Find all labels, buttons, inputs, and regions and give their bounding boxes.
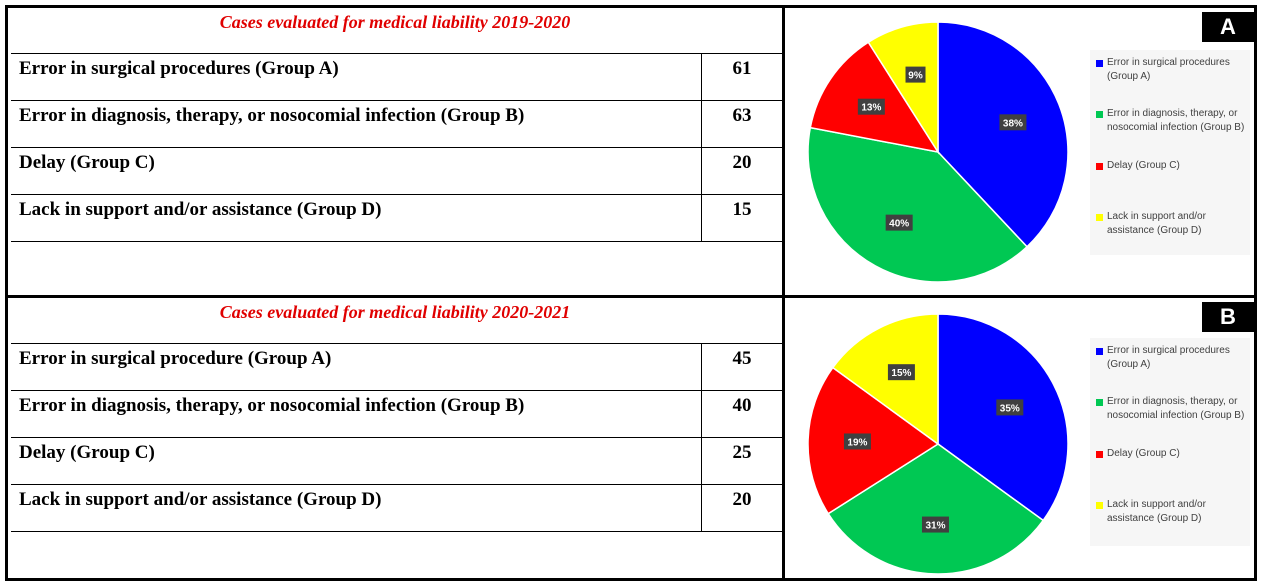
data-label: 13% xyxy=(861,103,881,114)
legend-label: Lack in support and/or assistance (Group… xyxy=(1107,499,1206,524)
legend-label: Error in surgical procedures (Group A) xyxy=(1107,57,1230,82)
data-label: 38% xyxy=(1003,118,1023,129)
pie-slice xyxy=(807,126,1029,283)
row-label: Error in diagnosis, therapy, or nosocomi… xyxy=(19,395,525,416)
data-label-box xyxy=(885,214,913,231)
pie-chart-a: 38% 40% 13% 9% xyxy=(807,21,1069,283)
data-label: 31% xyxy=(925,521,945,532)
row-value: 40 xyxy=(732,395,752,416)
legend-label: Delay (Group C) xyxy=(1107,448,1180,459)
data-label-box xyxy=(996,399,1024,416)
data-label: 19% xyxy=(847,437,867,448)
row-value: 20 xyxy=(732,152,752,173)
pie-slice xyxy=(827,443,1045,575)
legend-label: Lack in support and/or assistance (Group… xyxy=(1107,211,1206,236)
legend-swatch xyxy=(1096,502,1103,509)
cell-divider xyxy=(701,438,702,484)
cell-divider xyxy=(701,195,702,241)
row-value: 20 xyxy=(732,489,752,510)
row-value: 45 xyxy=(732,348,752,369)
legend-swatch xyxy=(1096,60,1103,67)
table-row: Delay (Group C) 25 xyxy=(11,437,782,484)
cell-divider xyxy=(701,54,702,100)
figure-frame: Cases evaluated for medical liability 20… xyxy=(5,5,1257,581)
table-row: Error in diagnosis, therapy, or nosocomi… xyxy=(11,100,782,147)
pie-slice xyxy=(807,366,940,515)
data-label-box xyxy=(857,98,885,115)
cell-divider xyxy=(701,148,702,194)
data-label: 40% xyxy=(889,219,909,230)
data-label-box xyxy=(887,364,915,381)
chart-panel-b: B 35% 31% 19% 15% Error in surgical procedu… xyxy=(785,298,1254,578)
pie-slice xyxy=(937,313,1069,522)
pie-slice xyxy=(831,313,939,446)
panel-label-a: A xyxy=(1202,12,1254,42)
row-label: Error in surgical procedure (Group A) xyxy=(19,348,332,369)
row-value: 25 xyxy=(732,442,752,463)
table-panel-b: Cases evaluated for medical liability 20… xyxy=(8,298,782,578)
legend-swatch xyxy=(1096,399,1103,406)
panel-separator xyxy=(8,295,1254,298)
row-label: Delay (Group C) xyxy=(19,152,155,173)
legend-label: Delay (Group C) xyxy=(1107,160,1180,171)
legend-label: Error in diagnosis, therapy, or nosocomi… xyxy=(1107,108,1245,133)
data-label-box xyxy=(843,433,871,450)
panel-a-title: Cases evaluated for medical liability 20… xyxy=(219,12,571,32)
row-value: 61 xyxy=(732,58,752,79)
row-value: 15 xyxy=(732,199,752,220)
row-label: Lack in support and/or assistance (Group… xyxy=(19,489,382,510)
legend-swatch xyxy=(1096,451,1103,458)
panel-b-title: Cases evaluated for medical liability 20… xyxy=(219,302,571,322)
legend-swatch xyxy=(1096,348,1103,355)
legend-swatch xyxy=(1096,214,1103,221)
table-row: Lack in support and/or assistance (Group… xyxy=(11,194,782,242)
table-row: Error in surgical procedure (Group A) 45 xyxy=(11,343,782,390)
row-label: Lack in support and/or assistance (Group… xyxy=(19,199,382,220)
table-row: Error in surgical procedures (Group A) 6… xyxy=(11,53,782,100)
data-label: 9% xyxy=(908,71,923,82)
cell-divider xyxy=(701,344,702,390)
data-label-box xyxy=(999,114,1027,131)
data-label: 35% xyxy=(1000,403,1020,414)
row-label: Error in surgical procedures (Group A) xyxy=(19,58,339,79)
table-row: Lack in support and/or assistance (Group… xyxy=(11,484,782,532)
legend-a: Error in surgical procedures (Group A) E… xyxy=(1090,50,1250,255)
legend-swatch xyxy=(1096,111,1103,118)
chart-panel-a: A 38% 40% 13% 9% Error in surgical procedur… xyxy=(785,8,1254,295)
legend-label: Error in diagnosis, therapy, or nosocomi… xyxy=(1107,396,1245,421)
table-row: Error in diagnosis, therapy, or nosocomi… xyxy=(11,390,782,437)
pie-slice xyxy=(867,21,939,155)
row-value: 63 xyxy=(732,105,752,126)
cell-divider xyxy=(701,101,702,147)
cell-divider xyxy=(701,485,702,531)
cell-divider xyxy=(701,391,702,437)
table-panel-a: Cases evaluated for medical liability 20… xyxy=(8,8,782,295)
legend-label: Error in surgical procedures (Group A) xyxy=(1107,345,1230,370)
pie-slice xyxy=(937,21,1069,248)
table-chart-separator xyxy=(782,8,785,578)
pie-chart-b: 35% 31% 19% 15% xyxy=(807,313,1069,575)
row-label: Delay (Group C) xyxy=(19,442,155,463)
pie-slice xyxy=(809,41,940,154)
legend-swatch xyxy=(1096,163,1103,170)
data-label: 15% xyxy=(891,368,911,379)
data-label-box xyxy=(921,516,949,533)
data-label-box xyxy=(905,66,926,83)
legend-b: Error in surgical procedures (Group A) E… xyxy=(1090,338,1250,546)
panel-label-b: B xyxy=(1202,302,1254,332)
table-row: Delay (Group C) 20 xyxy=(11,147,782,194)
row-label: Error in diagnosis, therapy, or nosocomi… xyxy=(19,105,525,126)
